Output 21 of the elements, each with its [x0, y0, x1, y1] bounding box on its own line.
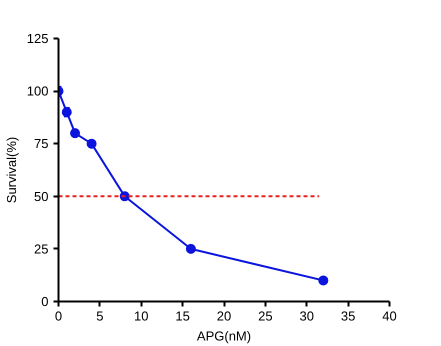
point [186, 244, 196, 254]
x-axis-title: APG(nM) [196, 328, 252, 344]
point [70, 128, 80, 138]
y-axis-title: Survival(%) [4, 136, 19, 204]
x-tick-label: 30 [300, 308, 314, 324]
x-tick-label: 15 [175, 308, 190, 324]
y-tick-label: 50 [34, 188, 49, 204]
point [318, 275, 328, 286]
y-tick-label: 100 [26, 84, 49, 99]
y-tick-label: 125 [26, 31, 49, 46]
x-tick-label: 5 [96, 308, 104, 324]
x-tick-label: 0 [54, 308, 62, 324]
x-tick-label: 10 [134, 308, 148, 324]
x-tick-label: 20 [216, 308, 232, 324]
x-tick-label: 40 [382, 308, 397, 324]
x-tick-label: 25 [258, 308, 273, 324]
x-tick-label: 35 [340, 308, 356, 324]
y-tick-label: 75 [34, 136, 49, 152]
point [86, 138, 97, 149]
y-tick-label: 0 [41, 294, 49, 309]
y-tick-label: 25 [34, 241, 49, 256]
